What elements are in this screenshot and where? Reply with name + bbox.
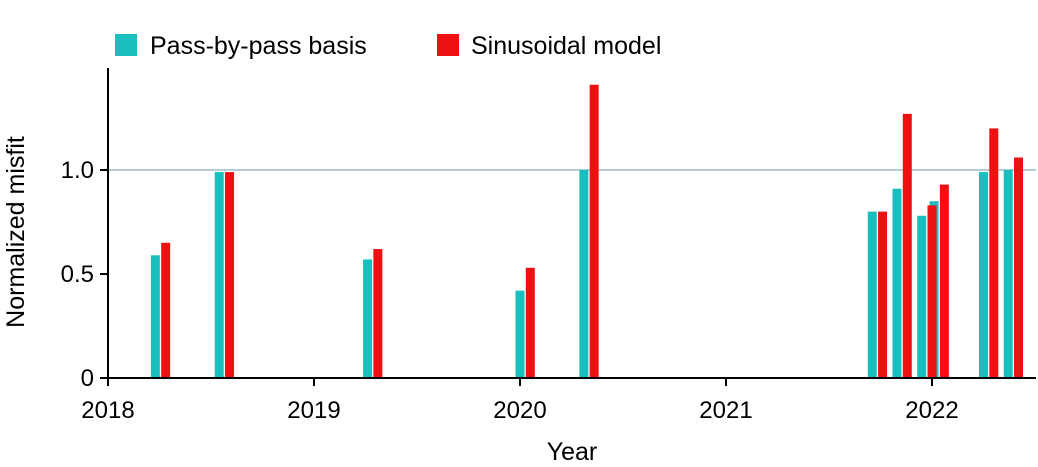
x-ticks: 2018 2019 2020 2021 2022 [81,378,959,424]
y-tick-label: 0.5 [61,261,94,288]
bar-pass-by-pass-6 [892,188,902,378]
bar-sinusoidal-4 [589,84,599,378]
legend-swatch-pass-by-pass [115,34,137,56]
y-tick-label: 1.0 [61,157,94,184]
bar-pass-by-pass-1 [214,172,224,378]
bar-sinusoidal-1 [225,172,235,378]
y-tick-label: 0 [81,365,94,392]
y-ticks: 0 0.5 1.0 [61,157,108,392]
bar-pass-by-pass-3 [515,290,525,378]
bar-sinusoidal-8 [939,184,949,378]
x-tick-label: 2019 [287,397,340,424]
bar-sinusoidal-7 [927,205,937,378]
legend-label-pass-by-pass: Pass-by-pass basis [150,32,367,60]
legend-label-sinusoidal: Sinusoidal model [471,32,661,60]
bar-sinusoidal-6 [902,113,912,378]
bars-group [150,84,1024,378]
bar-sinusoidal-2 [373,249,383,378]
bar-pass-by-pass-4 [579,170,589,378]
bar-pass-by-pass-5 [867,211,877,378]
bar-pass-by-pass-9 [979,172,988,378]
bar-sinusoidal-9 [989,128,999,378]
bar-sinusoidal-5 [878,211,888,378]
x-axis-title: Year [547,438,598,466]
bar-pass-by-pass-7 [917,215,927,378]
y-axis-title: Normalized misfit [2,136,30,328]
bar-pass-by-pass-2 [363,259,373,378]
x-tick-label: 2018 [81,397,134,424]
bar-sinusoidal-10 [1014,157,1024,378]
legend: Pass-by-pass basis Sinusoidal model [115,32,661,60]
legend-swatch-sinusoidal [437,34,459,56]
bar-pass-by-pass-10 [1003,170,1013,378]
bar-sinusoidal-0 [161,242,171,378]
x-tick-label: 2022 [905,397,958,424]
x-tick-label: 2020 [493,397,546,424]
bar-sinusoidal-3 [525,267,535,378]
bar-pass-by-pass-0 [150,255,160,378]
x-tick-label: 2021 [699,397,752,424]
